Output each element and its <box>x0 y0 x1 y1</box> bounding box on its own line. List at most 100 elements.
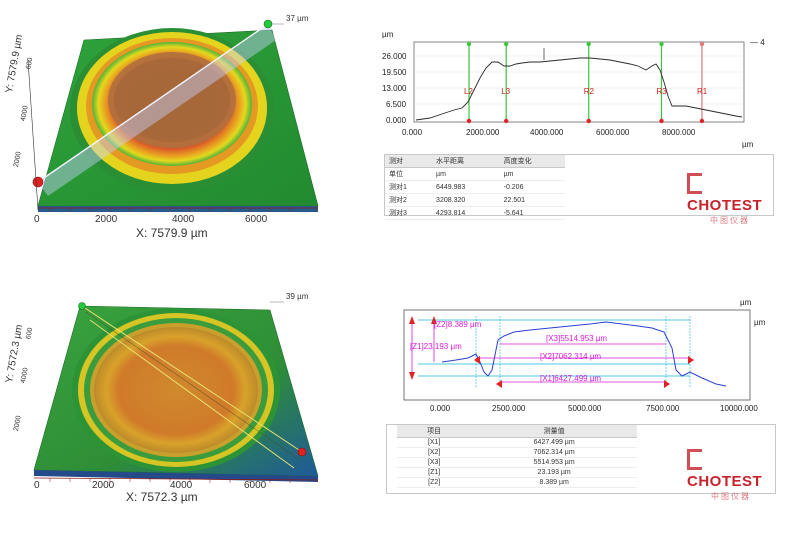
top-table-cell: 22.501 <box>499 193 565 207</box>
top-table-cell: -5.641 <box>499 206 565 220</box>
cursor-label: L2 <box>464 87 473 96</box>
top-table-header: 高度变化 <box>499 155 565 168</box>
top-table-cell: 3208.320 <box>432 193 500 207</box>
top-profile-x-tick-2: 2000.000 <box>466 128 500 137</box>
top-profile-panel: L2 L3 R2 R3 R1 µm — 4 26.000 19.500 13.000 6… <box>380 26 776 150</box>
bottom-table-header-row: 项目 测量值 <box>397 425 637 438</box>
cursor-handle-bottom[interactable] <box>504 118 509 124</box>
bottom-table-cell: [Z1] <box>397 467 472 478</box>
cursor-label: L3 <box>501 87 510 96</box>
table-row: 测对1 6449.983 -0.206 <box>385 180 565 194</box>
bottom-profile-x-tick-2: 2500.000 <box>492 404 526 413</box>
top-3d-x-tick-1: 0 <box>34 214 40 225</box>
top-profile-y-tick-2: 19.500 <box>382 68 407 77</box>
top-table-cell: 测对1 <box>385 180 433 194</box>
bottom-table-cell: [X1] <box>397 437 472 448</box>
top-profile-y-tick-3: 13.000 <box>382 84 407 93</box>
cursor-label: R1 <box>697 87 708 96</box>
top-profile-x-tick-5: 8000.000 <box>662 128 696 137</box>
cursor-handle-top[interactable] <box>586 41 591 47</box>
cursor-handle-bottom[interactable] <box>659 118 664 124</box>
bottom-table-cell: 7062.314 µm <box>471 447 637 458</box>
logo-brand: CHOTEST <box>687 473 763 490</box>
cursor-handle-top[interactable] <box>699 41 705 47</box>
top-3d-x-tick-2: 2000 <box>95 214 118 225</box>
table-row: [Z2] 8.389 µm <box>397 477 637 488</box>
table-row: [X2] 7062.314 µm <box>397 447 637 458</box>
chotest-mark-icon <box>687 173 702 194</box>
top-table-header: 测对 <box>385 155 433 168</box>
table-row: [X3] 5514.953 µm <box>397 457 637 468</box>
bottom-profile-chart <box>403 309 751 401</box>
annotation-z2: [Z2]8.389 μm <box>434 320 482 329</box>
annotation-z1: [Z1]23.193 μm <box>410 342 462 351</box>
top-3d-x-axis-label: X: 7579.9 µm <box>136 226 208 240</box>
table-row: 测对3 4293.814 -5.641 <box>385 206 565 220</box>
top-table-cell: µm <box>499 167 565 181</box>
bottom-3d-x-tick-4: 6000 <box>244 480 267 491</box>
top-table-cell: µm <box>432 167 500 181</box>
bottom-table-header: 项目 <box>397 425 472 438</box>
top-profile-chart: L2 L3 R2 R3 R1 <box>413 41 745 124</box>
bottom-table-cell: 23.193 µm <box>471 467 637 478</box>
logo-cn: 中图仪器 <box>711 492 751 501</box>
bottom-3d-x-tick-2: 2000 <box>92 480 115 491</box>
table-row: [Z1] 23.193 µm <box>397 467 637 478</box>
top-table-cell: 测对3 <box>385 206 433 220</box>
top-table-cell: 4293.814 <box>432 206 500 220</box>
bottom-profile-x-tick-5: 10000.000 <box>720 404 758 413</box>
annotation-x1: [X1]6427.499 μm <box>540 374 602 383</box>
bottom-profile-y-unit: µm <box>754 318 766 327</box>
top-profile-y-tick-1: 26.000 <box>382 52 407 61</box>
cursor-handle-top[interactable] <box>504 41 509 47</box>
cursor-handle-top[interactable] <box>466 41 472 47</box>
top-table-header-row: 测对 水平距离 高度变化 <box>385 155 565 168</box>
bottom-table-cell: 8.389 µm <box>471 477 637 488</box>
bottom-table-header: 测量值 <box>471 425 637 438</box>
surface-3d-bottom <box>33 301 319 483</box>
annotation-x2: [X2]7062.314 μm <box>540 352 602 361</box>
top-table-cell: 测对2 <box>385 193 433 207</box>
logo-cn: 中图仪器 <box>710 216 750 225</box>
top-measurement-table: 测对 水平距离 高度变化 单位 µm µm 测对1 6449.983 -0.20… <box>384 154 774 225</box>
top-3d-height-label: 37 µm <box>286 14 309 23</box>
top-profile-y-tick-4: 6.500 <box>386 100 407 109</box>
top-3d-x-tick-4: 6000 <box>245 214 268 225</box>
top-3d-x-tick-3: 4000 <box>172 214 195 225</box>
top-profile-x-tick-1: 0.000 <box>402 128 423 137</box>
top-table-cell: 单位 <box>385 167 433 181</box>
cursor-handle-bottom[interactable] <box>466 118 472 124</box>
bottom-profile-x-tick-4: 7500.000 <box>646 404 680 413</box>
bottom-measurement-table: 项目 测量值 [X1] 6427.499 µm [X2] 7062.314 µm… <box>386 424 776 501</box>
cursor-label: R3 <box>657 87 668 96</box>
bottom-3d-height-label: 39 µm <box>286 292 309 301</box>
annotation-x3: [X3]5514.953 μm <box>546 334 608 343</box>
top-table-header: 水平距离 <box>432 155 500 168</box>
top-profile-legend: — 4 <box>750 38 765 47</box>
chotest-logo-top: CHOTEST 中图仪器 <box>687 173 773 226</box>
logo-brand: CHOTEST <box>687 197 763 214</box>
table-row: 测对2 3208.320 22.501 <box>385 193 565 207</box>
bottom-profile-x-tick-3: 5000.000 <box>568 404 602 413</box>
surface-3d-top <box>27 19 319 212</box>
top-profile-x-unit: µm <box>742 140 754 149</box>
cursor-handle-bottom[interactable] <box>699 118 705 124</box>
top-profile-curve <box>415 57 743 121</box>
bottom-3d-x-tick-3: 4000 <box>170 480 193 491</box>
bottom-profile-panel: µm [Z2]8.389 μm [X3]5514.953 μm [Z1]23.1… <box>390 296 780 416</box>
cursor-label: R2 <box>584 87 595 96</box>
chotest-logo-bottom: CHOTEST 中图仪器 <box>687 449 775 502</box>
top-table-cell: 6449.983 <box>432 180 500 194</box>
cursor-handle-top[interactable] <box>659 41 664 47</box>
top-profile-y-tick-5: 0.000 <box>386 116 407 125</box>
top-table-unit-row: 单位 µm µm <box>385 167 565 181</box>
chotest-mark-icon <box>687 449 702 470</box>
bottom-table-cell: [X2] <box>397 447 472 458</box>
top-profile-x-tick-4: 6000.000 <box>596 128 630 137</box>
top-profile-x-tick-3: 4000.000 <box>530 128 564 137</box>
bottom-3d-x-axis-label: X: 7572.3 µm <box>126 490 198 504</box>
bottom-table-cell: [X3] <box>397 457 472 468</box>
bottom-3d-x-tick-1: 0 <box>34 480 40 491</box>
bottom-profile-x-tick-1: 0.000 <box>430 404 451 413</box>
cursor-handle-bottom[interactable] <box>586 118 591 124</box>
